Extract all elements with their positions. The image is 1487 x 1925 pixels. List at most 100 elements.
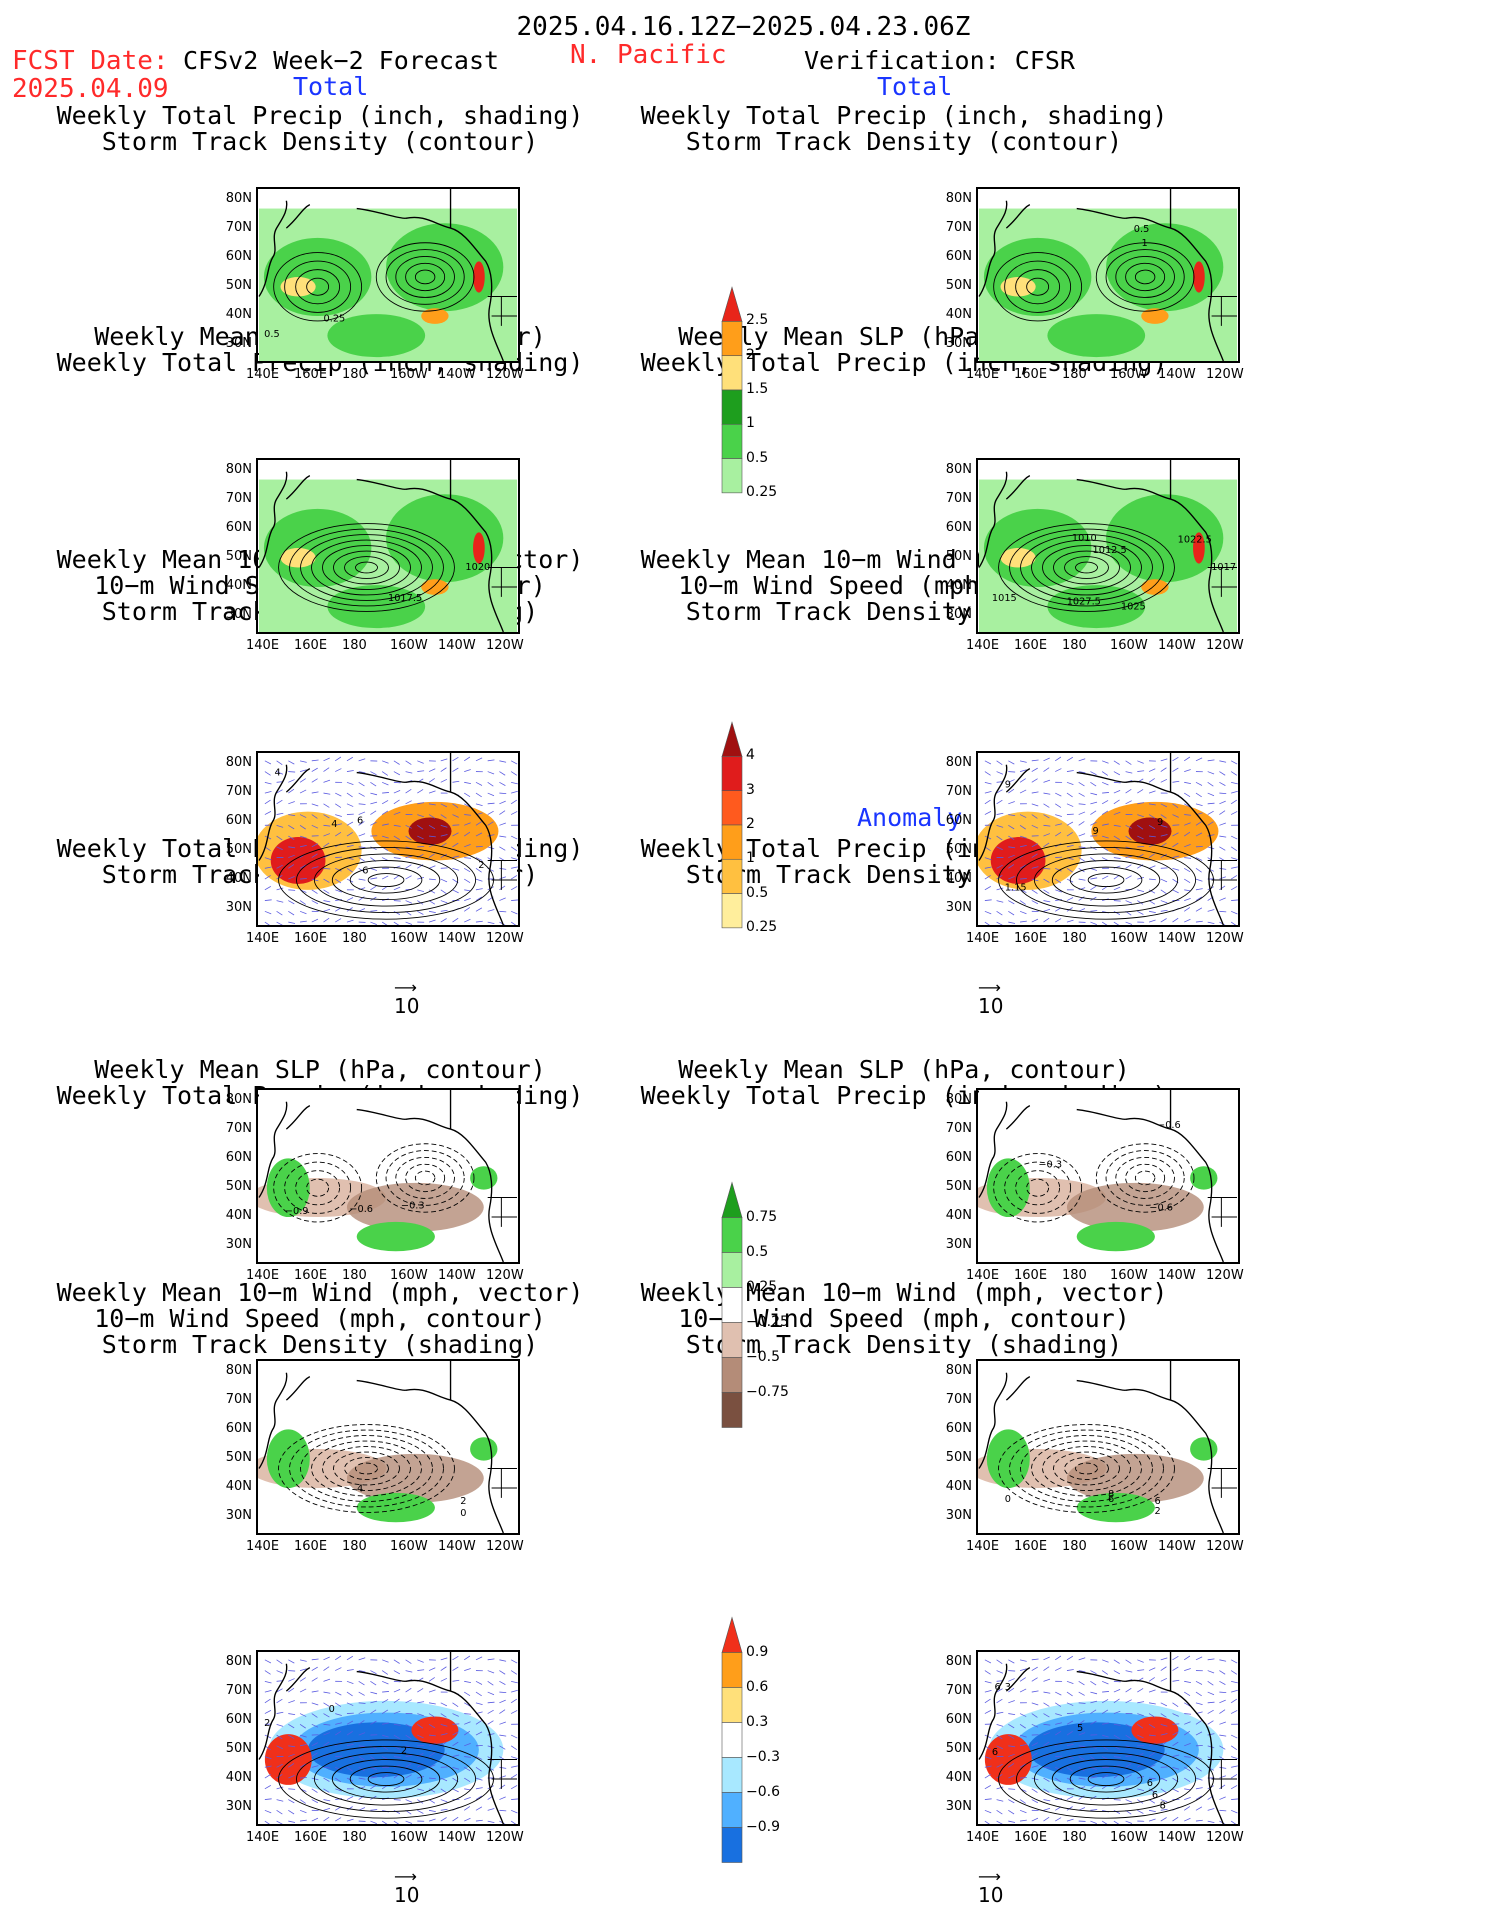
contour-line (331, 1759, 441, 1800)
wind-vector (475, 1819, 483, 1822)
wind-vector (1230, 835, 1238, 840)
wind-vector (393, 811, 401, 815)
wind-vector (1043, 1656, 1050, 1661)
wind-vector (1019, 1723, 1026, 1729)
contour-line (385, 1150, 465, 1206)
wind-vector (288, 779, 295, 783)
wind-vector (1008, 1687, 1015, 1693)
wind-vector (464, 1655, 471, 1661)
colorbar-swatch (721, 858, 743, 894)
contour-label: −0.6 (1149, 1202, 1173, 1213)
wind-vector (1230, 1785, 1238, 1790)
wind-vector (276, 1659, 283, 1665)
state-borders (487, 1468, 517, 1498)
wind-vector (1008, 854, 1015, 858)
lon-tick-label: 160W (390, 1268, 428, 1283)
title-line: Weekly Mean SLP (hPa, contour) (678, 1055, 1130, 1084)
lon-tick-label: 140E (246, 931, 280, 946)
wind-vector (393, 1820, 400, 1824)
wind-vector (487, 1701, 495, 1704)
wind-vector (1078, 821, 1085, 826)
wind-vector (1184, 1817, 1191, 1822)
wind-vector (464, 897, 471, 901)
contour-line (1051, 860, 1161, 901)
lon-tick-label: 160E (1014, 638, 1048, 653)
wind-vector (1207, 1808, 1215, 1811)
coastline (405, 1388, 504, 1533)
wind-vector (1113, 824, 1121, 827)
map-panel-p2: 0.5 1 (976, 187, 1240, 363)
wind-vector (464, 1777, 471, 1782)
wind-vector (1090, 792, 1098, 796)
wind-vector (1078, 1710, 1086, 1714)
wind-vector (1149, 878, 1156, 881)
wind-vector (1207, 1733, 1215, 1736)
wind-vector (452, 867, 460, 871)
wind-vector (464, 1742, 471, 1747)
wind-vector (440, 878, 448, 883)
wind-vector (358, 758, 366, 762)
contour-line (993, 252, 1083, 322)
wind-vector (335, 1667, 342, 1671)
wind-vector (323, 1678, 331, 1682)
lon-tick-label: 120W (1206, 1539, 1244, 1554)
lat-tick-label: 70N (945, 491, 972, 506)
title-line: Weekly Mean 10−m Wind (mph, vector) (640, 1278, 1168, 1307)
wind-vector (358, 1777, 366, 1780)
wind-vector (464, 792, 471, 798)
wind-vector (264, 875, 271, 880)
wind-vector (452, 832, 459, 837)
wind-vector (1207, 1691, 1215, 1696)
wind-vector (475, 1795, 482, 1800)
wind-vector (370, 801, 378, 805)
wind-vector (1195, 867, 1202, 873)
wind-vector (499, 1809, 507, 1812)
wind-vector (299, 1744, 307, 1747)
contour-line (313, 1752, 459, 1806)
wind-vector (311, 1658, 319, 1661)
wind-vector (1230, 760, 1238, 765)
wind-vector (1019, 760, 1027, 763)
wind-vector (323, 917, 330, 923)
wind-vector (1184, 1756, 1192, 1758)
wind-vector (1207, 802, 1215, 805)
contour-label: 8 (1160, 1801, 1166, 1812)
wind-vector (1184, 756, 1191, 762)
wind-vector (1219, 1766, 1227, 1769)
wind-vector (1031, 803, 1039, 807)
wind-vector (393, 1698, 400, 1704)
contour-line (278, 1424, 455, 1513)
shading-blob (1131, 1716, 1179, 1744)
wind-vector (1219, 1809, 1227, 1812)
coastline (258, 764, 288, 861)
wind-vector (1219, 897, 1226, 901)
colorbar-label: 0.5 (746, 884, 769, 901)
wind-vector (499, 800, 506, 805)
wind-vector (464, 843, 471, 848)
colorbar-swatch (721, 1252, 743, 1288)
colorbar-swatch (721, 1687, 743, 1723)
wind-vector (1019, 1677, 1026, 1682)
contour-line (355, 561, 378, 574)
wind-vector (1019, 900, 1026, 905)
wind-vector (1066, 919, 1074, 923)
wind-vector (264, 1765, 272, 1768)
wind-vector (1219, 835, 1227, 838)
region-title: N. Pacific (570, 40, 727, 70)
colorbar-swatch (721, 423, 743, 459)
wind-vector (1008, 1763, 1015, 1768)
wind-vector (428, 1667, 436, 1671)
wind-vector (499, 810, 506, 815)
state-borders (1207, 860, 1237, 890)
wind-vector (1066, 1818, 1074, 1822)
wind-vector (511, 1765, 518, 1768)
wind-vector (1031, 791, 1039, 794)
wind-vector (440, 1677, 448, 1682)
contour-label: 1012.5 (1093, 545, 1127, 556)
wind-vector (1031, 853, 1038, 858)
wind-vector (487, 1733, 495, 1736)
wind-vector (1184, 878, 1191, 883)
wind-vector (358, 1691, 365, 1696)
wind-vector (440, 803, 448, 808)
wind-vector (299, 920, 307, 923)
